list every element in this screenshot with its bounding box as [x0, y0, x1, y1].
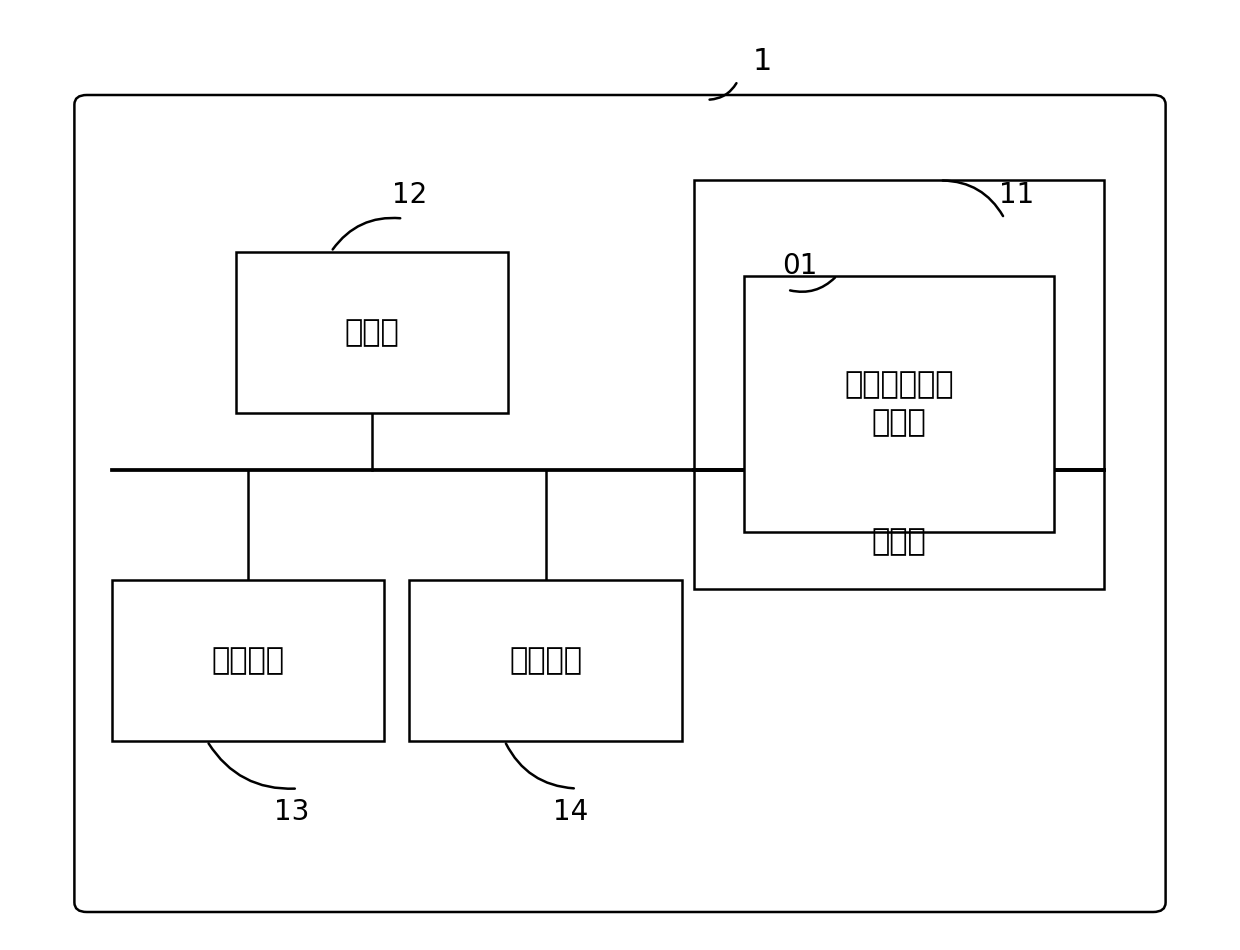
Text: 1: 1 [753, 48, 773, 76]
Bar [236, 252, 508, 413]
Text: 网络接口: 网络接口 [510, 646, 582, 674]
Text: 处理器: 处理器 [345, 318, 399, 347]
Text: 13: 13 [274, 798, 309, 826]
Bar [744, 276, 1054, 532]
FancyBboxPatch shape [74, 95, 1166, 912]
Bar [112, 580, 384, 741]
Text: 存储器: 存储器 [872, 527, 926, 556]
Text: 12: 12 [392, 180, 427, 209]
Text: 大规模数据聚
类程序: 大规模数据聚 类程序 [844, 370, 954, 437]
Text: 通信总线: 通信总线 [212, 646, 284, 674]
Bar [694, 180, 1104, 589]
Text: 01: 01 [782, 252, 817, 280]
Text: 11: 11 [999, 180, 1034, 209]
Text: 14: 14 [553, 798, 588, 826]
Bar [409, 580, 682, 741]
